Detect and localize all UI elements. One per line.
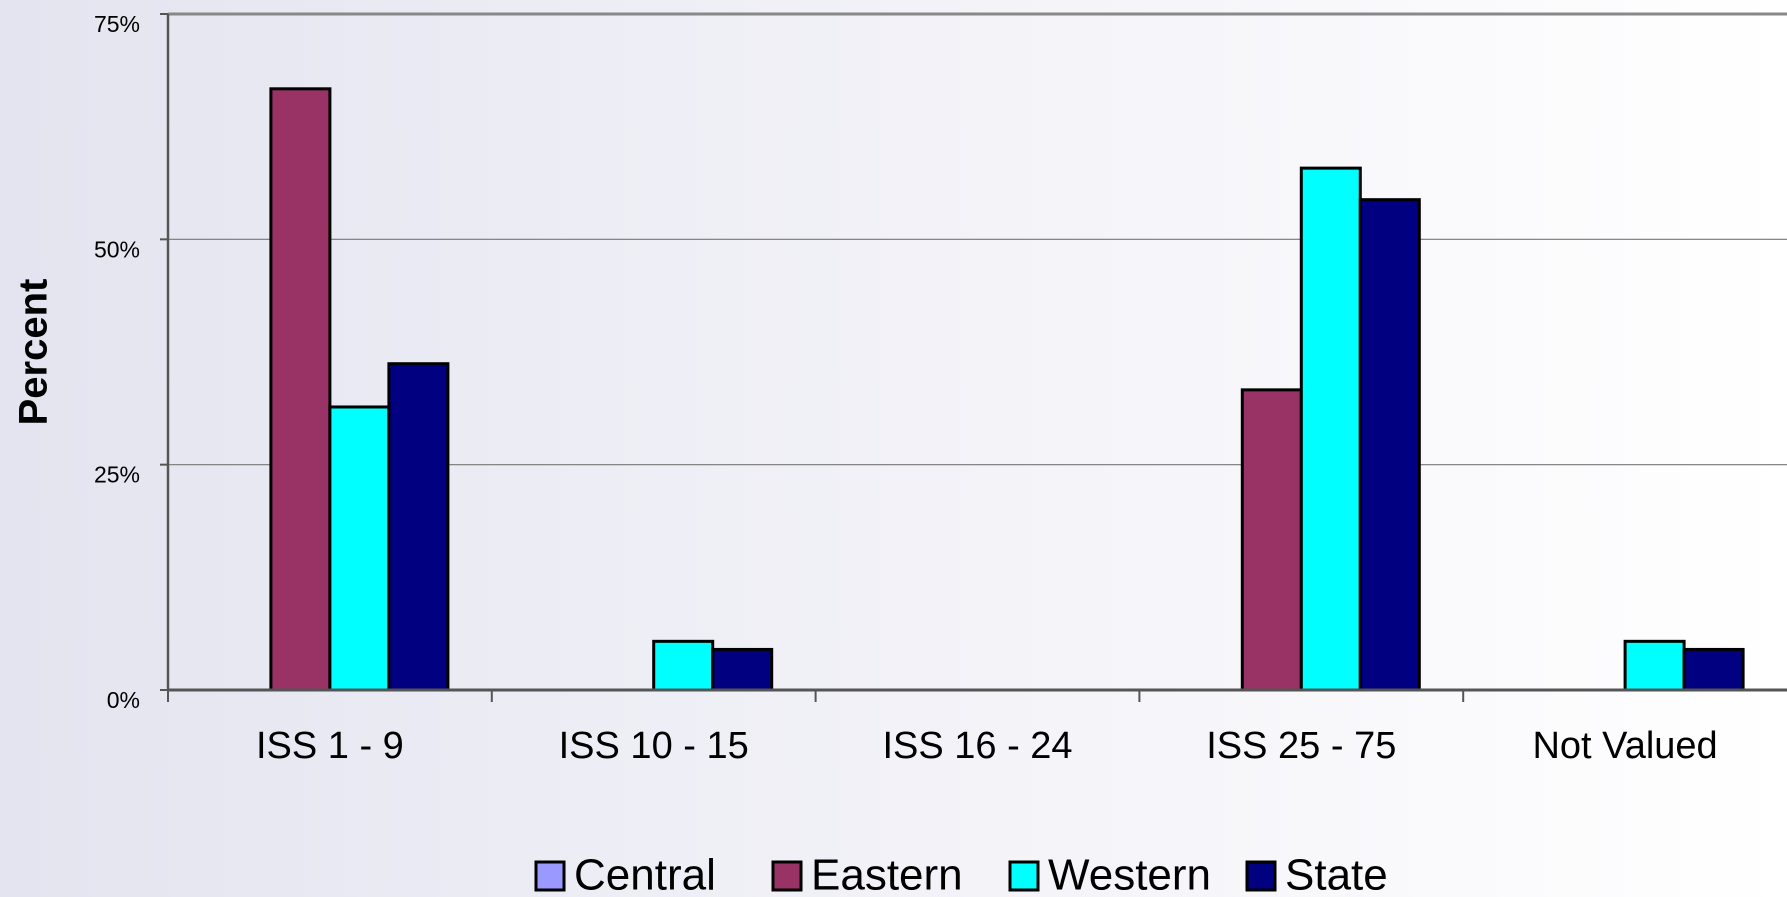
y-tick-label: 75% bbox=[94, 11, 140, 37]
bar bbox=[328, 405, 391, 692]
y-tick-label: 25% bbox=[94, 462, 140, 488]
x-tick-label: ISS 10 - 15 bbox=[559, 725, 749, 767]
bar bbox=[387, 362, 450, 692]
legend-swatch bbox=[1245, 860, 1277, 892]
bar bbox=[1623, 639, 1686, 692]
legend-swatch bbox=[534, 860, 566, 892]
legend-label: Central bbox=[574, 851, 716, 897]
bar bbox=[652, 639, 715, 692]
bar bbox=[1682, 647, 1745, 692]
x-tick-label: Not Valued bbox=[1532, 725, 1717, 767]
bar bbox=[1358, 198, 1421, 692]
bar bbox=[711, 647, 774, 692]
legend-swatch bbox=[1008, 860, 1040, 892]
legend-swatch bbox=[771, 860, 803, 892]
y-tick-label: 0% bbox=[107, 687, 140, 713]
x-tick-label: ISS 16 - 24 bbox=[882, 725, 1072, 767]
legend-label: Western bbox=[1048, 851, 1211, 897]
x-tick-label: ISS 25 - 75 bbox=[1206, 725, 1396, 767]
legend-label: Eastern bbox=[811, 851, 963, 897]
y-axis-label: Percent bbox=[12, 279, 56, 426]
bar bbox=[1240, 388, 1303, 692]
y-tick-label: 50% bbox=[94, 236, 140, 262]
bar bbox=[1299, 166, 1362, 692]
bar bbox=[269, 87, 332, 692]
legend-label: State bbox=[1285, 851, 1388, 897]
x-tick-label: ISS 1 - 9 bbox=[256, 725, 404, 767]
